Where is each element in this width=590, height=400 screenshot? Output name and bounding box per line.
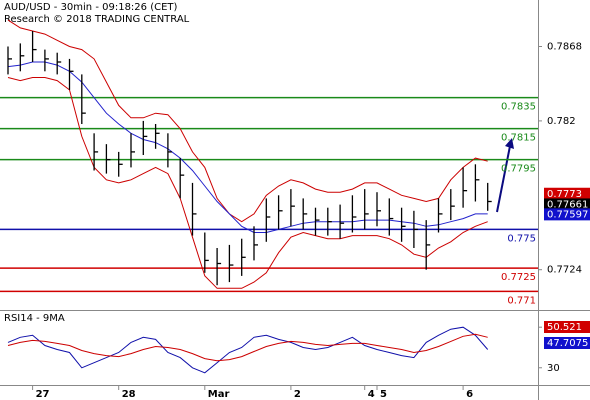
x-tick-label: 4 xyxy=(368,389,375,400)
level-label: 0.7835 xyxy=(501,102,536,113)
indicator-line xyxy=(7,19,488,223)
indicator-line xyxy=(7,77,488,289)
level-label: 0.7725 xyxy=(501,272,536,283)
rsi-line xyxy=(7,333,488,362)
rsi-tag xyxy=(544,321,590,333)
level-label: 0.7815 xyxy=(501,133,536,144)
x-tick-label: 5 xyxy=(380,389,387,400)
price-tag xyxy=(544,187,590,200)
rsi-tag xyxy=(544,337,590,349)
level-label: 0.771 xyxy=(507,295,536,306)
price-tag-label: 0.77661 xyxy=(547,199,588,210)
level-label: 0.775 xyxy=(507,233,536,244)
price-tag-label: 0.77597 xyxy=(547,209,588,220)
x-tick-label: 2 xyxy=(294,389,301,400)
y-tick-label: 0.7724 xyxy=(547,265,582,276)
rsi-tick-label: 30 xyxy=(547,363,560,374)
price-tag xyxy=(544,198,590,211)
y-tick-label: 0.782 xyxy=(547,116,576,127)
chart-title: AUD/USD - 30min - 09:18:26 (CET) xyxy=(4,2,178,13)
x-tick-label: Mar xyxy=(208,389,230,400)
rsi-tag-label: 47.7075 xyxy=(547,338,588,349)
level-label: 0.7795 xyxy=(501,164,536,175)
rsi-tag-label: 50.521 xyxy=(547,322,582,333)
x-tick-label: 27 xyxy=(36,389,50,400)
x-tick-label: 28 xyxy=(122,389,136,400)
price-tag-label: 0.7773 xyxy=(547,189,582,200)
forecast-arrowhead xyxy=(505,138,514,149)
chart-subtitle: Research © 2018 TRADING CENTRAL xyxy=(4,14,190,25)
y-tick-label: 0.7868 xyxy=(547,42,582,53)
indicator-line xyxy=(7,61,488,233)
rsi-line xyxy=(7,326,489,374)
forecast-arrow xyxy=(496,145,511,213)
price-tag xyxy=(544,208,590,221)
rsi-title: RSI14 - 9MA xyxy=(4,313,65,324)
x-tick-label: 6 xyxy=(466,389,473,400)
